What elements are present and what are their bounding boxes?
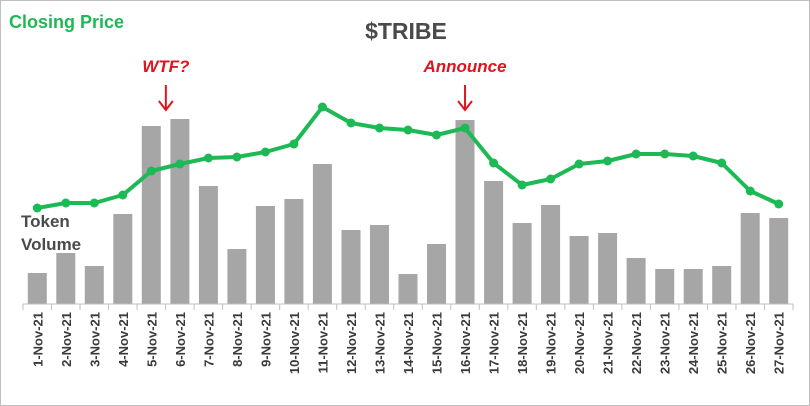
- volume-bar: [626, 258, 646, 304]
- price-point: [61, 198, 71, 208]
- x-tick-label: 19-Nov-21: [544, 312, 559, 374]
- price-point: [232, 152, 242, 162]
- x-tick-label: 12-Nov-21: [344, 312, 359, 374]
- volume-bar: [170, 119, 190, 304]
- x-tick-label: 9-Nov-21: [258, 312, 273, 367]
- price-point: [260, 147, 270, 157]
- x-tick-label: 18-Nov-21: [515, 312, 530, 374]
- price-point: [688, 151, 698, 161]
- volume-bar: [569, 236, 589, 304]
- price-point: [146, 166, 156, 176]
- volume-bar: [312, 164, 332, 304]
- x-tick-label: 16-Nov-21: [458, 312, 473, 374]
- x-tick-label: 5-Nov-21: [144, 312, 159, 367]
- price-point: [717, 158, 727, 168]
- x-tick-label: 15-Nov-21: [430, 312, 445, 374]
- volume-bar: [141, 126, 161, 304]
- price-point: [175, 159, 185, 169]
- price-point: [375, 123, 384, 133]
- price-point: [89, 198, 99, 208]
- price-point: [460, 123, 470, 133]
- annotation-arrowhead: [158, 100, 174, 112]
- chart-title: $TRIBE: [365, 18, 447, 44]
- closing-price-label: Closing Price: [9, 12, 125, 32]
- volume-bar: [712, 266, 732, 304]
- x-tick-label: 13-Nov-21: [372, 312, 387, 374]
- x-tick-label: 26-Nov-21: [743, 312, 758, 374]
- volume-bar: [740, 213, 760, 304]
- volume-bar: [398, 274, 418, 304]
- x-tick-label: 17-Nov-21: [487, 312, 502, 374]
- x-tick-label: 21-Nov-21: [601, 312, 616, 374]
- volume-bar: [455, 120, 475, 304]
- volume-bar: [541, 205, 561, 304]
- volume-bar: [484, 181, 504, 304]
- price-point: [489, 158, 499, 168]
- volume-bar: [284, 199, 304, 304]
- x-tick-label: 8-Nov-21: [230, 312, 245, 367]
- price-point: [32, 203, 42, 213]
- price-point: [603, 156, 613, 166]
- x-tick-label: 22-Nov-21: [629, 312, 644, 374]
- x-tick-label: 11-Nov-21: [315, 312, 330, 373]
- x-tick-label: 27-Nov-21: [772, 312, 787, 374]
- price-point: [289, 139, 299, 149]
- volume-bar: [255, 206, 275, 304]
- x-tick-label: 20-Nov-21: [572, 312, 587, 374]
- annotation-wtf: WTF?: [142, 57, 190, 76]
- price-point: [546, 174, 556, 184]
- price-point: [745, 186, 755, 196]
- x-tick-label: 24-Nov-21: [686, 312, 701, 374]
- volume-bar: [113, 214, 133, 304]
- x-tick-label: 1-Nov-21: [30, 312, 45, 367]
- x-tick-label: 7-Nov-21: [201, 312, 216, 367]
- volume-bar: [370, 225, 389, 304]
- volume-bar: [56, 253, 76, 304]
- x-tick-label: 3-Nov-21: [87, 312, 102, 367]
- annotation-announce: Announce: [423, 57, 507, 76]
- price-point: [631, 149, 641, 159]
- x-tick-label: 14-Nov-21: [401, 312, 416, 374]
- price-point: [574, 159, 584, 169]
- annotation-arrowhead: [457, 100, 473, 112]
- price-point: [517, 180, 527, 190]
- price-point: [346, 118, 356, 128]
- volume-bar: [27, 273, 47, 304]
- price-point: [432, 130, 441, 140]
- x-tick-label: 23-Nov-21: [658, 312, 673, 374]
- volume-bar: [341, 230, 361, 304]
- price-point: [403, 125, 413, 135]
- volume-bar: [683, 269, 703, 304]
- price-point: [203, 153, 213, 163]
- price-point: [660, 149, 670, 159]
- volume-bar: [655, 269, 675, 304]
- volume-bar: [198, 186, 218, 304]
- x-tick-label: 6-Nov-21: [173, 312, 188, 367]
- volume-bar: [84, 266, 104, 304]
- price-point: [118, 190, 128, 200]
- x-tick-label: 10-Nov-21: [287, 312, 302, 374]
- volume-bar: [427, 244, 446, 304]
- token-volume-label: Token Volume: [21, 212, 82, 254]
- volume-bar: [512, 223, 532, 304]
- price-point: [317, 102, 327, 112]
- volume-bar: [769, 218, 789, 304]
- volume-bar: [227, 249, 247, 304]
- x-tick-label: 2-Nov-21: [59, 312, 74, 367]
- price-point: [774, 199, 784, 209]
- x-tick-label: 25-Nov-21: [715, 312, 730, 374]
- x-tick-label: 4-Nov-21: [116, 312, 131, 367]
- volume-bar: [598, 233, 618, 304]
